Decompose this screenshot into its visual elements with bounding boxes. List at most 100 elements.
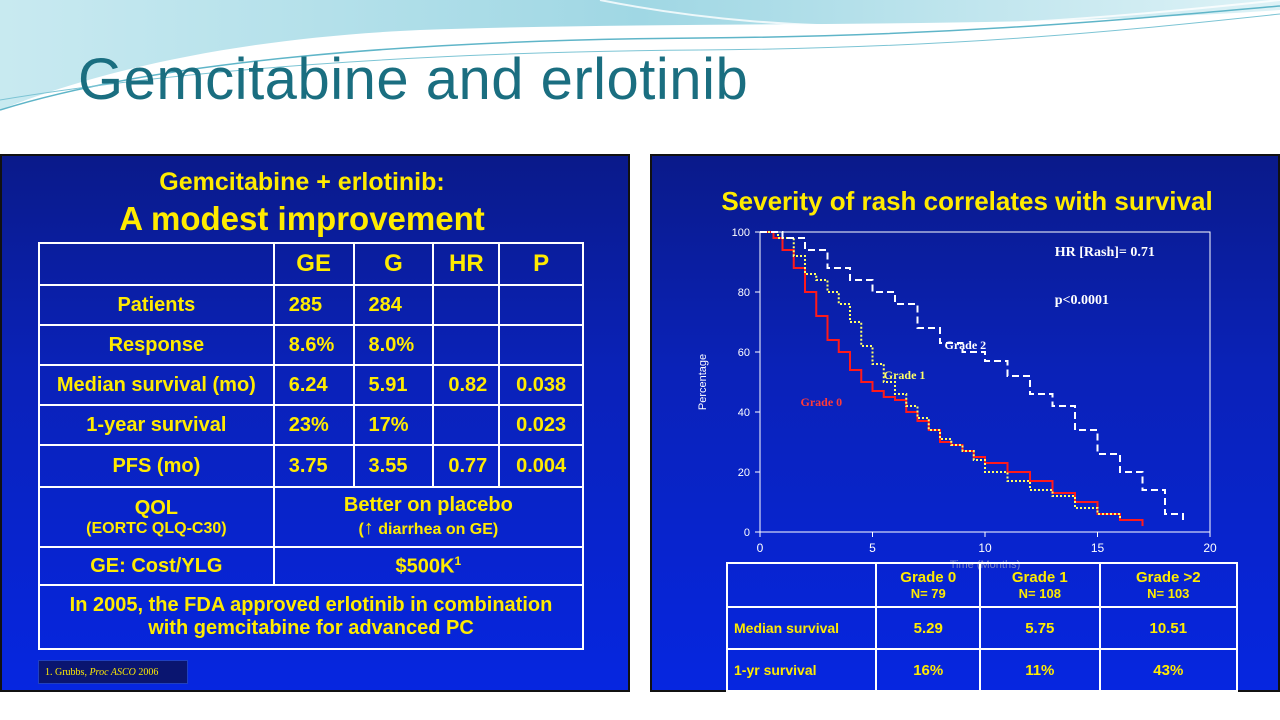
- header-swoosh-decoration: [0, 0, 1280, 111]
- right-image-panel: Severity of rash correlates with surviva…: [650, 154, 1280, 692]
- table-row: Median survival 5.29 5.75 10.51: [725, 606, 1239, 650]
- qol-value: Better on placebo: [343, 494, 513, 516]
- cell-ge: 285: [272, 284, 355, 326]
- right-panel-title: Severity of rash correlates with surviva…: [721, 186, 1213, 216]
- y-tick-label: 80: [738, 287, 750, 299]
- y-tick-label: 20: [738, 467, 750, 479]
- left-image-panel: Gemcitabine + erlotinib: A modest improv…: [0, 154, 630, 692]
- qol-value-sub: (↑ diarrhea on GE): [275, 517, 582, 540]
- row-label: 1-year survival: [38, 404, 275, 446]
- table-cell: 5.75: [979, 606, 1101, 650]
- x-tick-label: 5: [869, 541, 876, 555]
- table-cell: 11%: [979, 648, 1101, 692]
- footnote-text: 1. Grubbs,: [45, 667, 90, 678]
- y-tick-label: 100: [732, 227, 750, 239]
- arrow-up-icon: ↑: [363, 517, 374, 539]
- footnote-year: 2006: [135, 667, 159, 678]
- row-label: Patients: [38, 284, 275, 326]
- left-panel-title-line1: Gemcitabine + erlotinib:: [159, 168, 445, 196]
- cost-superscript: 1: [454, 553, 462, 568]
- qol-label-cell: QOL (EORTC QLQ-C30): [38, 486, 275, 548]
- qol-paren: (: [358, 521, 364, 538]
- table-header-cell: [725, 562, 878, 608]
- y-tick-label: 0: [744, 527, 750, 539]
- series-label: Grade 0: [801, 395, 843, 409]
- hr-annotation: HR [Rash]= 0.71: [1055, 245, 1155, 260]
- rash-grade-table: Grade 0 N= 79 Grade 1 N= 108 Grade >2 N= 10…: [725, 562, 1239, 692]
- table-row-fda: In 2005, the FDA approved erlotinib in c…: [38, 584, 584, 650]
- table-row-cost: GE: Cost/YLG $500K1: [38, 546, 585, 586]
- table-row: Response 8.6% 8.0%: [38, 324, 584, 366]
- series-line-grade-1: [760, 231, 1121, 520]
- table-row: Patients 285 284: [38, 284, 584, 326]
- series-line-grade-2: [760, 231, 1184, 523]
- plot-frame: [759, 231, 1211, 533]
- qol-sublabel: (EORTC QLQ-C30): [86, 519, 227, 537]
- y-axis-label: Percentage: [697, 354, 709, 410]
- fda-note-cell: In 2005, the FDA approved erlotinib in c…: [38, 584, 584, 650]
- cell-hr: [432, 404, 501, 446]
- cell-ge: 8.6%: [272, 324, 355, 366]
- table-header-cell: G: [352, 242, 435, 286]
- row-label: 1-yr survival: [725, 648, 878, 692]
- cell-p: 0.038: [498, 364, 584, 406]
- x-tick-label: 0: [757, 541, 764, 555]
- table-header-cell: Grade >2 N= 103: [1098, 562, 1239, 608]
- table-row: PFS (mo) 3.75 3.55 0.77 0.004: [38, 444, 584, 488]
- row-label: Median survival (mo): [38, 364, 275, 406]
- cell-hr: [432, 324, 501, 366]
- table-cell: 5.29: [875, 606, 982, 650]
- cell-g: 8.0%: [352, 324, 435, 366]
- left-panel-title-line2: A modest improvement: [119, 200, 485, 237]
- row-label: Response: [38, 324, 275, 366]
- cell-ge: 3.75: [272, 444, 355, 488]
- table-row: 1-yr survival 16% 11% 43%: [725, 648, 1239, 692]
- grade-label: Grade 0: [900, 569, 957, 586]
- table-row: Median survival (mo) 6.24 5.91 0.82 0.03…: [38, 364, 584, 406]
- qol-value-cell: Better on placebo (↑ diarrhea on GE): [272, 486, 585, 548]
- table-header-cell: Grade 1 N= 108: [979, 562, 1101, 608]
- cell-g: 5.91: [352, 364, 435, 406]
- qol-label: QOL: [134, 496, 179, 519]
- p-value-annotation: p<0.0001: [1055, 293, 1109, 308]
- table-header-cell: HR: [432, 242, 501, 286]
- table-header-row: GE G HR P: [38, 242, 584, 286]
- cost-value-cell: $500K1: [272, 546, 585, 586]
- cell-p: 0.004: [498, 444, 584, 488]
- table-header-cell: Grade 0 N= 79: [875, 562, 982, 608]
- series-line-grade-0: [760, 231, 1144, 526]
- grade-n: N= 79: [910, 586, 946, 601]
- qol-sub-text: diarrhea on GE): [373, 521, 499, 538]
- grade-n: N= 108: [1018, 586, 1061, 601]
- footnote-journal: Proc ASCO: [89, 667, 136, 678]
- cell-g: 3.55: [352, 444, 435, 488]
- row-label: Median survival: [725, 606, 878, 650]
- chart-series: [760, 231, 1184, 526]
- table-header-cell: GE: [272, 242, 355, 286]
- cost-value: $500K: [395, 555, 455, 578]
- cell-hr: 0.77: [432, 444, 501, 488]
- cell-p: 0.023: [498, 404, 584, 446]
- cell-g: 284: [352, 284, 435, 326]
- table-header-cell: P: [498, 242, 584, 286]
- cell-ge: 6.24: [272, 364, 355, 406]
- row-label: PFS (mo): [38, 444, 275, 488]
- y-tick-label: 40: [738, 407, 750, 419]
- series-label: Grade 1: [884, 368, 926, 382]
- table-cell: 10.51: [1098, 606, 1239, 650]
- cell-ge: 23%: [272, 404, 355, 446]
- y-tick-label: 60: [738, 347, 750, 359]
- cell-hr: [432, 284, 501, 326]
- table-header-row: Grade 0 N= 79 Grade 1 N= 108 Grade >2 N= 10…: [725, 562, 1239, 608]
- cell-p: [498, 284, 584, 326]
- x-tick-label: 15: [1091, 541, 1105, 555]
- table-row-qol: QOL (EORTC QLQ-C30) Better on placebo (↑…: [38, 486, 585, 548]
- cell-p: [498, 324, 584, 366]
- reference-footnote: 1. Grubbs, Proc ASCO 2006: [38, 660, 188, 684]
- table-header-cell: [38, 242, 275, 286]
- grade-label: Grade 1: [1011, 569, 1068, 586]
- series-label: Grade 2: [945, 338, 987, 352]
- grade-n: N= 103: [1147, 586, 1190, 601]
